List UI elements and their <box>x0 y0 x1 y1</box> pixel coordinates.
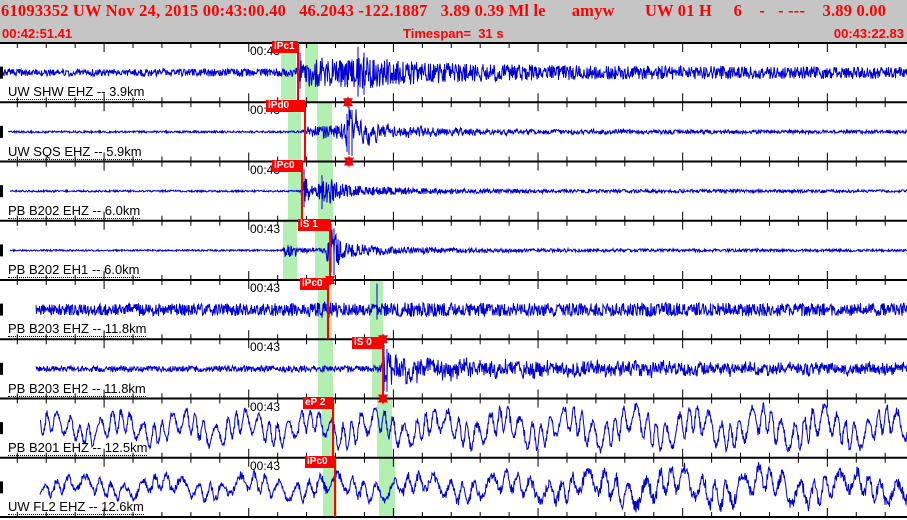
trace-start-mark <box>0 66 3 79</box>
timespan-label: Timespan= 31 s <box>403 26 504 41</box>
pick-flag[interactable]: iPd0 <box>266 100 305 113</box>
seismogram-trace[interactable] <box>35 301 907 318</box>
window-start-time: 00:42:51.41 <box>2 26 73 41</box>
pick-flag[interactable]: iPc0 <box>272 159 302 172</box>
pick-flag[interactable]: eP 2 <box>303 396 333 409</box>
seismogram-trace[interactable] <box>35 352 907 385</box>
arrival-marker-triangle[interactable] <box>344 157 354 168</box>
minute-tick-label: 00:43 <box>250 340 281 355</box>
pick-flag[interactable]: iPc0 <box>300 278 328 290</box>
trace-start-mark <box>0 362 3 375</box>
station-channel-label[interactable]: PB B203 EHZ -- 11.8km <box>8 321 147 338</box>
trace-start-mark <box>0 125 3 138</box>
trace-start-mark <box>0 185 3 198</box>
minute-tick-label: 00:43 <box>250 221 281 236</box>
arrival-marker-triangle[interactable] <box>378 394 388 405</box>
station-channel-label[interactable]: PB B202 EH1 -- 6.0km <box>8 262 140 278</box>
station-channel-label[interactable]: PB B201 EHZ -- 12.5km <box>8 439 148 456</box>
minute-tick-label: 00:43 <box>250 281 281 295</box>
pick-flag[interactable]: iS 0 <box>352 337 383 350</box>
correlation-window-band <box>318 340 333 398</box>
minute-tick-label: 00:43 <box>250 399 281 414</box>
event-header: 61093352 UW Nov 24, 2015 00:43:00.40 46.… <box>0 0 907 43</box>
minute-tick-label: 00:43 <box>250 458 281 473</box>
pick-flag[interactable]: iPc0 <box>305 455 335 468</box>
seismogram-trace[interactable] <box>1 57 907 89</box>
event-summary-line: 61093352 UW Nov 24, 2015 00:43:00.40 46.… <box>1 1 887 20</box>
station-channel-label[interactable]: UW SQS EHZ -- 5.9km <box>8 143 142 160</box>
station-channel-label[interactable]: UW SHW EHZ -- 3.9km <box>8 84 145 101</box>
seismogram-trace[interactable] <box>39 402 907 454</box>
seismogram-trace[interactable] <box>9 229 907 266</box>
trace-start-mark <box>0 481 3 494</box>
correlation-window-band <box>377 399 392 457</box>
station-channel-label[interactable]: PB B202 EHZ -- 6.0km <box>8 202 141 219</box>
arrival-marker-triangle[interactable] <box>343 98 353 109</box>
trace-start-mark <box>0 422 3 435</box>
station-channel-label[interactable]: PB B203 EH2 -- 11.8km <box>8 380 146 397</box>
seismogram-trace[interactable] <box>39 461 907 513</box>
correlation-window-band <box>379 458 395 516</box>
pick-flag[interactable]: iS 1 <box>298 218 330 231</box>
seismogram-trace[interactable] <box>9 178 907 204</box>
trace-start-mark <box>0 303 3 316</box>
seismogram-trace[interactable] <box>7 109 907 147</box>
pick-flag[interactable]: iPc1 <box>272 41 298 53</box>
window-end-time: 00:43:22.83 <box>833 26 904 41</box>
trace-start-mark <box>0 244 3 257</box>
correlation-window-band <box>283 221 297 279</box>
station-channel-label[interactable]: UW FL2 EHZ -- 12.6km <box>8 499 144 515</box>
correlation-window-band <box>305 44 318 102</box>
